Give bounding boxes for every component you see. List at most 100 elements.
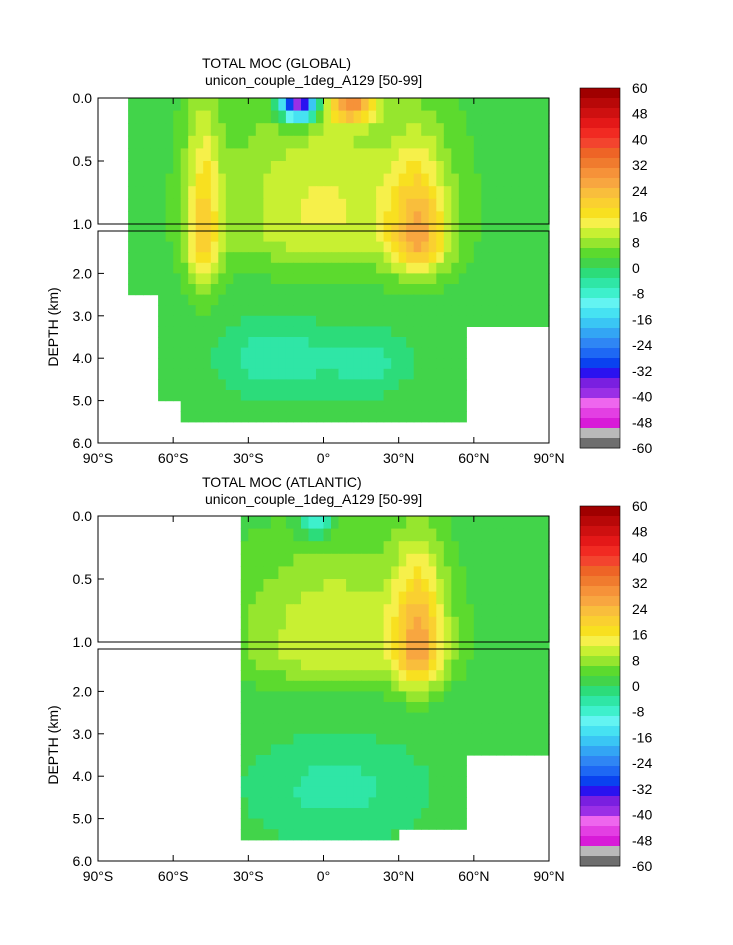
field-cell: [188, 252, 197, 264]
field-cell: [263, 516, 272, 530]
field-cell: [518, 135, 527, 149]
field-cell: [428, 161, 437, 175]
field-cell: [488, 691, 497, 703]
field-cell: [285, 776, 294, 788]
field-cell: [383, 702, 392, 714]
field-cell: [361, 755, 370, 767]
field-cell: [391, 400, 400, 412]
field-cell: [188, 173, 197, 187]
field-cell: [338, 379, 347, 391]
colorbar-label: 16: [632, 627, 648, 643]
field-cell: [391, 691, 400, 703]
field-cell: [458, 379, 467, 391]
field-cell: [285, 712, 294, 724]
field-cell: [278, 765, 287, 777]
field-cell: [263, 241, 272, 253]
field-cell: [518, 541, 527, 555]
field-cell: [353, 579, 362, 593]
field-cell: [173, 211, 182, 225]
field-cell: [383, 691, 392, 703]
field-cell: [233, 326, 242, 338]
field-cell: [413, 400, 422, 412]
field-cell: [255, 744, 264, 756]
field-cell: [293, 241, 302, 253]
field-cell: [511, 541, 520, 555]
field-cell: [383, 642, 392, 661]
field-cell: [488, 123, 497, 137]
field-cell: [451, 765, 460, 777]
colorbar-label: 0: [632, 260, 640, 276]
field-cell: [451, 294, 460, 306]
colorbar-swatch: [580, 646, 620, 657]
field-cell: [150, 241, 159, 253]
field-cell: [451, 528, 460, 542]
field-cell: [180, 224, 189, 243]
field-cell: [361, 818, 370, 830]
field-cell: [255, 776, 264, 788]
field-cell: [270, 161, 279, 175]
field-cell: [436, 797, 445, 809]
field-cell: [225, 284, 234, 296]
field-cell: [398, 262, 407, 274]
field-cell: [496, 284, 505, 296]
field-cell: [323, 358, 332, 370]
field-cell: [421, 173, 430, 187]
field-cell: [376, 629, 385, 643]
field-cell: [301, 123, 310, 137]
field-cell: [488, 723, 497, 735]
colorbar-swatch: [580, 308, 620, 319]
field-cell: [293, 818, 302, 830]
field-cell: [195, 211, 204, 225]
field-cell: [376, 818, 385, 830]
field-cell: [173, 358, 182, 370]
field-cell: [263, 642, 272, 661]
field-cell: [368, 776, 377, 788]
field-cell: [368, 541, 377, 555]
field-cell: [534, 702, 543, 714]
field-cell: [421, 400, 430, 412]
field-cell: [173, 284, 182, 296]
field-cell: [534, 723, 543, 735]
field-cell: [285, 765, 294, 777]
field-cell: [458, 400, 467, 412]
field-cell: [180, 305, 189, 317]
field-cell: [203, 110, 212, 124]
field-cell: [488, 224, 497, 243]
field-cell: [368, 273, 377, 285]
field-cell: [225, 252, 234, 264]
field-cell: [421, 252, 430, 264]
field-cell: [308, 591, 317, 605]
field-cell: [158, 347, 167, 359]
field-cell: [338, 744, 347, 756]
field-cell: [233, 211, 242, 225]
field-cell: [443, 541, 452, 555]
field-cell: [270, 818, 279, 830]
field-cell: [195, 241, 204, 253]
field-cell: [406, 315, 415, 327]
field-cell: [293, 516, 302, 530]
field-cell: [526, 148, 535, 162]
field-cell: [428, 566, 437, 580]
field-cell: [323, 829, 332, 841]
field-cell: [451, 702, 460, 714]
field-cell: [488, 98, 497, 112]
field-cell: [398, 347, 407, 359]
field-cell: [278, 566, 287, 580]
field-cell: [436, 765, 445, 777]
field-cell: [225, 390, 234, 402]
field-cell: [308, 604, 317, 618]
field-cell: [511, 591, 520, 605]
field-cell: [451, 284, 460, 296]
field-cell: [316, 135, 325, 149]
field-cell: [165, 173, 174, 187]
field-cell: [398, 241, 407, 253]
field-cell: [428, 541, 437, 555]
field-cell: [263, 733, 272, 745]
field-cell: [353, 829, 362, 841]
field-cell: [316, 198, 325, 212]
field-cell: [128, 186, 137, 200]
field-cell: [496, 173, 505, 187]
field-cell: [436, 123, 445, 137]
field-cell: [195, 347, 204, 359]
field-cell: [255, 241, 264, 253]
